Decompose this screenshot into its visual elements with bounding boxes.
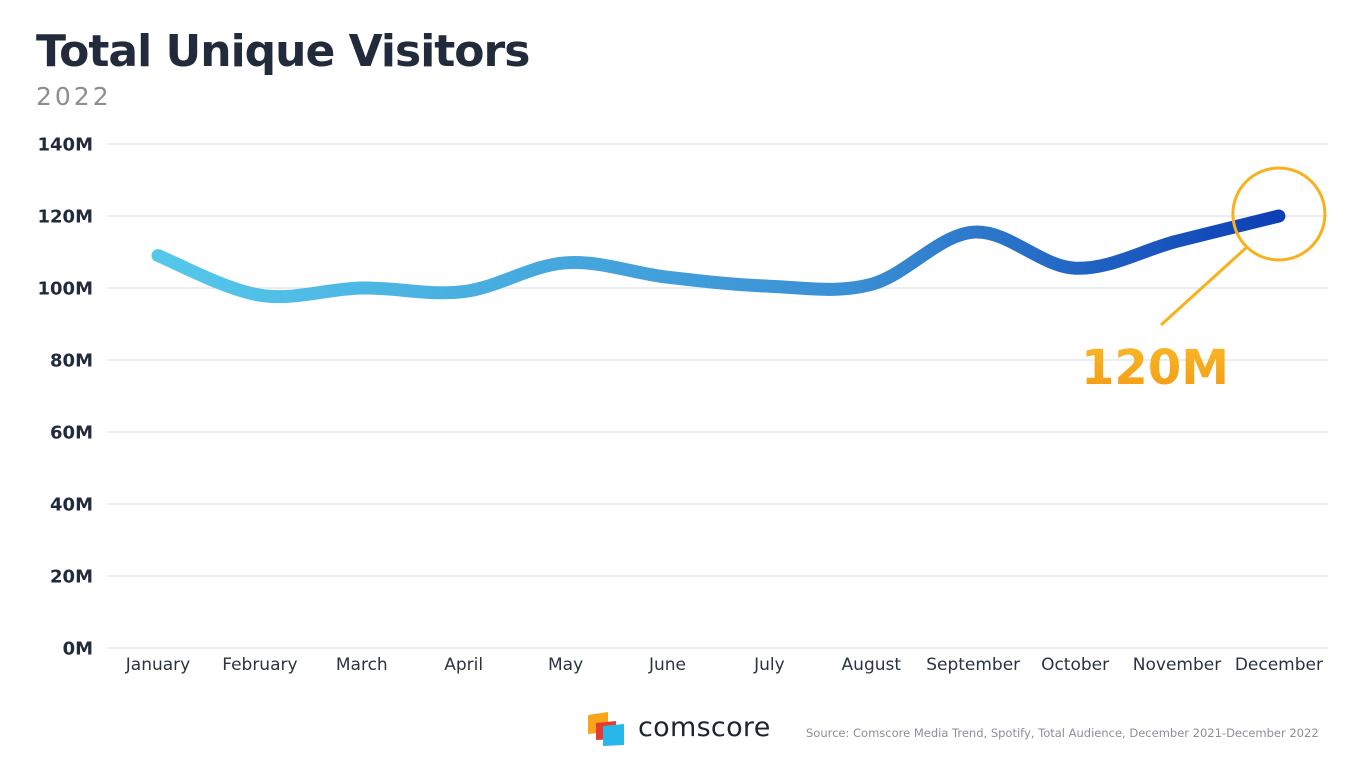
x-axis: January February March April May June July Augu… (125, 655, 1323, 675)
x-tick-label: December (1235, 655, 1323, 675)
brand-name: comscore (638, 712, 771, 743)
gridlines (108, 143, 1328, 649)
y-tick-label: 100M (38, 279, 94, 300)
series-total-unique-visitors (151, 209, 1286, 304)
callout-leader-line (1159, 246, 1247, 327)
chart-subtitle: 2022 (36, 82, 112, 111)
y-tick-label: 0M (63, 639, 93, 660)
x-tick-label: January (125, 655, 190, 675)
x-tick-label: November (1133, 655, 1221, 675)
chart-title: Total Unique Visitors (36, 26, 530, 77)
x-tick-label: April (444, 655, 483, 675)
y-tick-label: 140M (38, 135, 94, 156)
x-tick-label: May (548, 655, 583, 675)
x-tick-label: September (926, 655, 1020, 675)
callout-label: 120M (1081, 340, 1229, 396)
x-tick-label: July (753, 655, 785, 675)
x-tick-label: October (1041, 655, 1109, 675)
x-tick-label: June (648, 655, 686, 675)
x-tick-label: August (842, 655, 902, 675)
y-tick-label: 120M (38, 207, 94, 228)
source-note: Source: Comscore Media Trend, Spotify, T… (806, 726, 1319, 740)
y-tick-label: 20M (50, 567, 93, 588)
series-line (151, 209, 1286, 304)
comscore-logo-icon (588, 712, 624, 746)
x-tick-label: February (222, 655, 297, 675)
callout: 120M (1081, 166, 1327, 396)
y-axis: 0M 20M 40M 60M 80M 100M 120M 140M (38, 135, 94, 660)
y-tick-label: 80M (50, 351, 93, 372)
y-tick-label: 40M (50, 495, 93, 516)
x-tick-label: March (336, 655, 388, 675)
callout-circle (1231, 166, 1327, 262)
y-tick-label: 60M (50, 423, 93, 444)
line-chart: 0M 20M 40M 60M 80M 100M 120M 140M January Februa… (38, 135, 1328, 675)
